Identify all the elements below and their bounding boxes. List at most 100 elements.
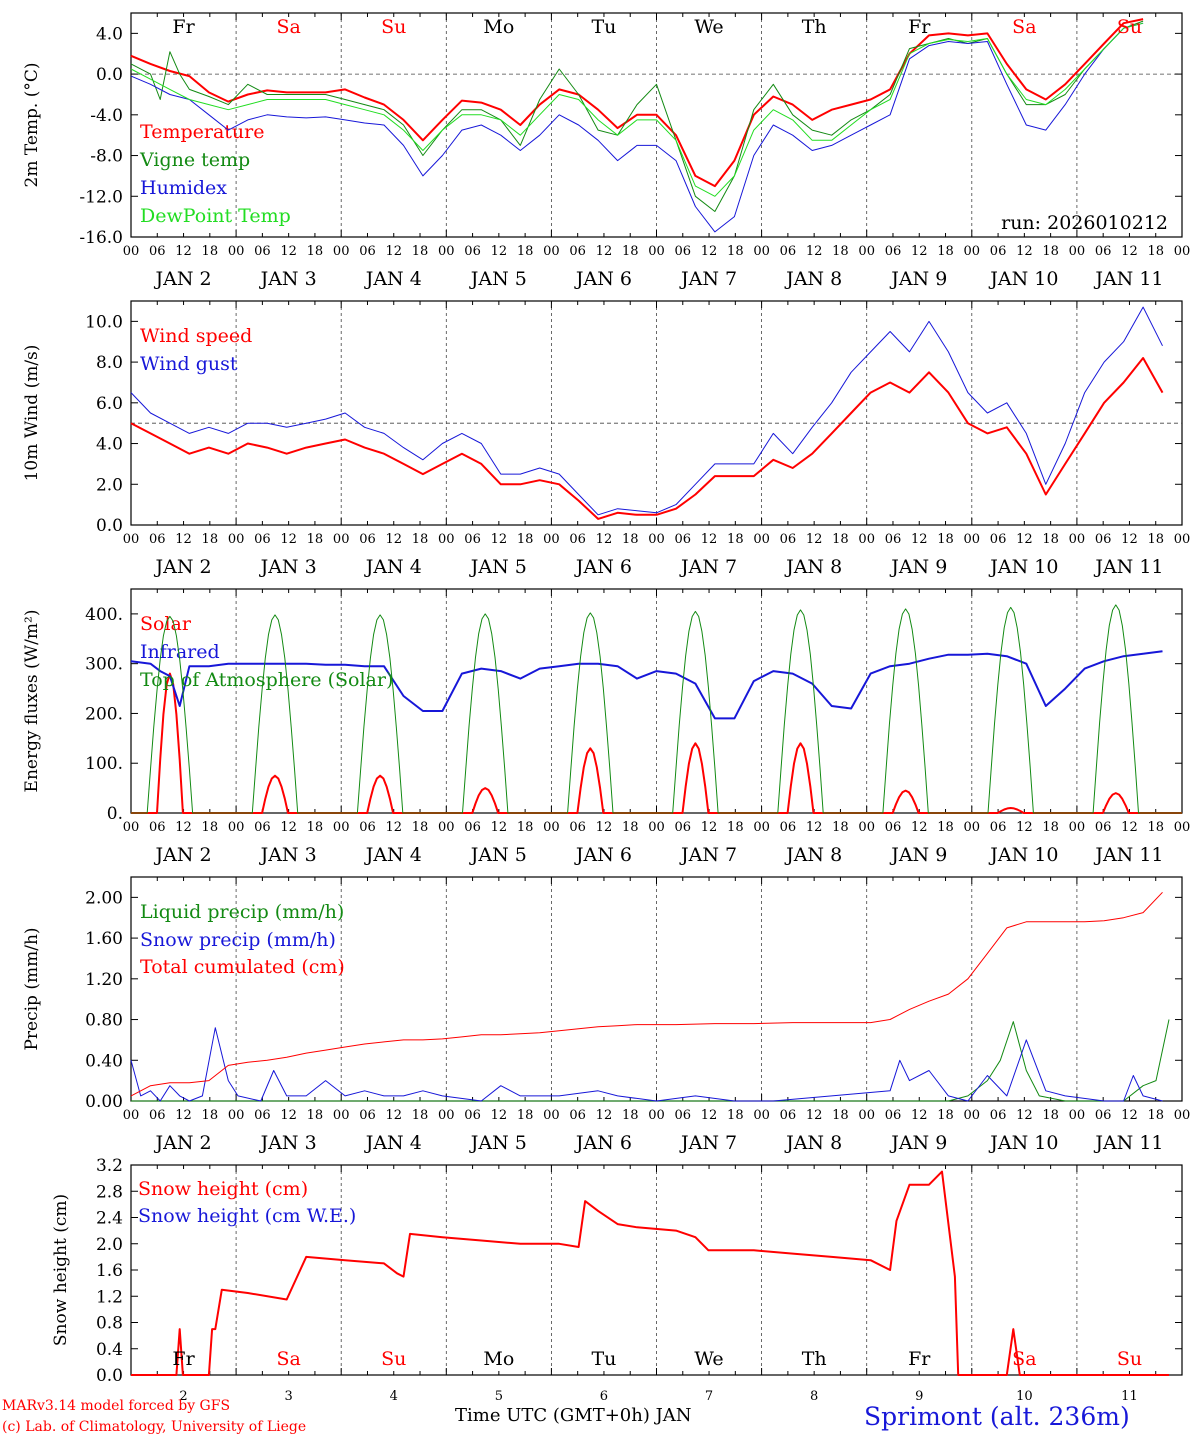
hour-tick-label: 00 bbox=[1174, 244, 1191, 259]
series-line bbox=[131, 1170, 1169, 1376]
hour-tick-label: 00 bbox=[123, 820, 140, 835]
hour-tick-label: 00 bbox=[1174, 820, 1191, 835]
date-label: JAN 6 bbox=[574, 556, 632, 578]
weekday-label: Sa bbox=[276, 16, 300, 38]
hour-tick-label: 18 bbox=[307, 532, 324, 547]
hour-tick-label: 06 bbox=[780, 244, 797, 259]
date-label: JAN 10 bbox=[988, 556, 1058, 578]
hour-tick-label: 06 bbox=[464, 532, 481, 547]
hour-tick-label: 06 bbox=[464, 244, 481, 259]
hour-tick-label: 12 bbox=[280, 532, 297, 547]
hour-tick-label: 06 bbox=[1095, 532, 1112, 547]
hour-tick-label: 00 bbox=[1174, 532, 1191, 547]
y-tick-label: 6.0 bbox=[96, 394, 123, 414]
series-line bbox=[130, 650, 1163, 720]
day-number-label: 6 bbox=[600, 1389, 608, 1404]
y-tick-label: 0.4 bbox=[96, 1340, 123, 1360]
weekday-label: Sa bbox=[276, 1348, 300, 1370]
hour-tick-label: 18 bbox=[412, 1108, 429, 1123]
hour-tick-label: 06 bbox=[780, 532, 797, 547]
hour-tick-label: 18 bbox=[727, 820, 744, 835]
hour-tick-label: 12 bbox=[1016, 1108, 1033, 1123]
hour-tick-label: 06 bbox=[675, 244, 692, 259]
hour-tick-label: 18 bbox=[1042, 532, 1059, 547]
hour-tick-label: 06 bbox=[569, 532, 586, 547]
hour-tick-label: 06 bbox=[149, 820, 166, 835]
hour-tick-label: 00 bbox=[648, 244, 665, 259]
credit-model: MARv3.14 model forced by GFS bbox=[2, 1398, 231, 1414]
legend-entry: Top of Atmosphere (Solar) bbox=[140, 669, 393, 691]
date-label: JAN 2 bbox=[154, 556, 212, 578]
legend-entry: Liquid precip (mm/h) bbox=[140, 901, 344, 923]
hour-tick-label: 12 bbox=[175, 820, 192, 835]
plot-frame bbox=[130, 300, 1183, 526]
hour-tick-label: 12 bbox=[280, 820, 297, 835]
hour-tick-label: 06 bbox=[780, 1108, 797, 1123]
hour-tick-label: 12 bbox=[1121, 244, 1138, 259]
series-line bbox=[130, 22, 1144, 233]
hour-tick-label: 00 bbox=[964, 820, 981, 835]
hour-tick-label: 06 bbox=[990, 532, 1007, 547]
weekday-label: Th bbox=[802, 1348, 827, 1370]
hour-tick-label: 06 bbox=[780, 820, 797, 835]
y-tick-label: 1.60 bbox=[85, 929, 123, 949]
hour-tick-label: 06 bbox=[675, 1108, 692, 1123]
date-label: JAN 9 bbox=[889, 268, 947, 290]
weekday-label: Su bbox=[1117, 16, 1142, 38]
y-axis-label: Energy fluxes (W/m²) bbox=[22, 610, 42, 793]
hour-tick-label: 06 bbox=[990, 1108, 1007, 1123]
hour-tick-label: 00 bbox=[753, 532, 770, 547]
time-axis-label: Time UTC (GMT+0h) JAN bbox=[455, 1405, 692, 1426]
date-label: JAN 7 bbox=[679, 556, 737, 578]
hour-tick-label: 12 bbox=[491, 532, 508, 547]
hour-tick-label: 00 bbox=[543, 532, 560, 547]
hour-tick-label: 12 bbox=[491, 1108, 508, 1123]
y-tick-label: 0.0 bbox=[96, 516, 123, 536]
day-number-label: 9 bbox=[915, 1389, 923, 1404]
hour-tick-label: 18 bbox=[202, 244, 219, 259]
weekday-label: Tu bbox=[591, 16, 616, 38]
y-tick-label: 10.0 bbox=[85, 312, 123, 332]
series-line bbox=[130, 357, 1164, 520]
date-label: JAN 6 bbox=[574, 1132, 632, 1154]
date-label: JAN 9 bbox=[889, 1132, 947, 1154]
hour-tick-label: 12 bbox=[1016, 820, 1033, 835]
hour-tick-label: 18 bbox=[937, 820, 954, 835]
date-label: JAN 8 bbox=[784, 268, 842, 290]
legend-entry: Wind speed bbox=[140, 325, 252, 347]
series-line bbox=[131, 1019, 1170, 1102]
hour-tick-label: 12 bbox=[1016, 532, 1033, 547]
y-tick-label: 0.0 bbox=[96, 65, 123, 85]
hour-tick-label: 00 bbox=[333, 244, 350, 259]
hour-tick-label: 18 bbox=[937, 1108, 954, 1123]
date-label: JAN 2 bbox=[154, 268, 212, 290]
hour-tick-label: 18 bbox=[307, 1108, 324, 1123]
hour-tick-label: 18 bbox=[517, 532, 534, 547]
weekday-label: Sa bbox=[1012, 16, 1036, 38]
hour-tick-label: 12 bbox=[385, 820, 402, 835]
hour-tick-label: 06 bbox=[675, 820, 692, 835]
hour-tick-label: 18 bbox=[1147, 1108, 1164, 1123]
hour-tick-label: 00 bbox=[543, 244, 560, 259]
date-label: JAN 4 bbox=[364, 556, 422, 578]
hour-tick-label: 12 bbox=[596, 532, 613, 547]
legend-entry: Total cumulated (cm) bbox=[140, 956, 345, 978]
y-axis-label: 10m Wind (m/s) bbox=[22, 345, 42, 482]
day-number-label: 5 bbox=[495, 1389, 503, 1404]
hour-tick-label: 00 bbox=[753, 820, 770, 835]
y-tick-label: 2.0 bbox=[96, 475, 123, 495]
hour-tick-label: 06 bbox=[254, 244, 271, 259]
date-label: JAN 3 bbox=[259, 844, 317, 866]
y-tick-label: 100. bbox=[85, 754, 123, 774]
legend-entry: Infrared bbox=[140, 641, 220, 663]
series-line bbox=[131, 604, 1182, 814]
hour-tick-label: 06 bbox=[464, 820, 481, 835]
hour-tick-label: 12 bbox=[911, 1108, 928, 1123]
hour-tick-label: 06 bbox=[990, 820, 1007, 835]
hour-tick-label: 06 bbox=[885, 1108, 902, 1123]
y-tick-label: 0.40 bbox=[85, 1051, 123, 1071]
hour-tick-label: 00 bbox=[964, 1108, 981, 1123]
hour-tick-label: 12 bbox=[701, 820, 718, 835]
series-line bbox=[130, 18, 1144, 188]
date-label: JAN 2 bbox=[154, 844, 212, 866]
